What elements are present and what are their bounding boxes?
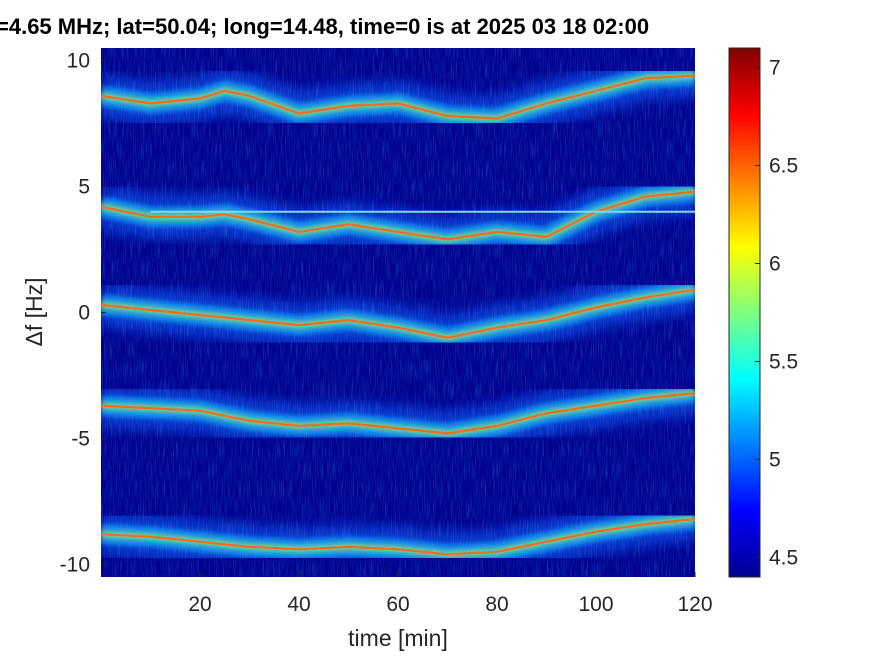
colorbar-tick-label: 6.5 xyxy=(769,155,798,178)
y-tick-label: -10 xyxy=(60,553,90,576)
y-tick-label: 0 xyxy=(78,302,90,325)
x-tick-label: 100 xyxy=(578,593,613,616)
x-tick-label: 20 xyxy=(188,593,211,616)
x-tick-label: 80 xyxy=(485,593,508,616)
colorbar-tick-label: 4.5 xyxy=(769,546,798,569)
y-tick-label: -5 xyxy=(71,427,90,450)
colorbar xyxy=(728,47,761,578)
colorbar-tick-label: 7 xyxy=(769,57,781,80)
colorbar-tick-label: 5.5 xyxy=(769,350,798,373)
x-axis-label: time [min] xyxy=(348,625,448,651)
colorbar-tick-label: 6 xyxy=(769,253,781,276)
y-tick-label: 5 xyxy=(78,176,90,199)
y-axis-label: Δf [Hz] xyxy=(21,277,47,346)
noise-texture xyxy=(101,48,695,577)
chart-title: =4.65 MHz; lat=50.04; long=14.48, time=0… xyxy=(0,14,650,39)
y-axis-ticks: 10 5 0 -5 -10 xyxy=(60,50,106,576)
x-axis-ticks: 20 40 60 80 100 120 xyxy=(188,572,713,616)
x-tick-label: 120 xyxy=(677,593,712,616)
x-tick-label: 60 xyxy=(386,593,409,616)
x-tick-label: 40 xyxy=(287,593,310,616)
colorbar-tick-label: 5 xyxy=(769,448,781,471)
colorbar-ticks: 7 6.5 6 5.5 5 4.5 xyxy=(755,57,798,569)
y-tick-label: 10 xyxy=(67,50,90,73)
